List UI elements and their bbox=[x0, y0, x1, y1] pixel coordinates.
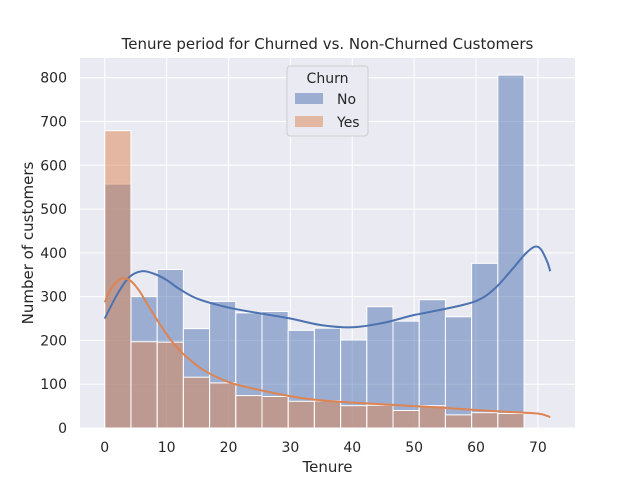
y-tick-label: 600 bbox=[40, 158, 67, 174]
x-axis-label: Tenure bbox=[302, 458, 353, 476]
bar-yes bbox=[340, 405, 368, 429]
y-tick-label: 700 bbox=[40, 114, 67, 130]
bar-yes bbox=[130, 341, 158, 429]
chart-title: Tenure period for Churned vs. Non-Churne… bbox=[121, 35, 534, 53]
y-tick-label: 500 bbox=[40, 202, 67, 218]
bar-yes bbox=[418, 405, 446, 429]
kde-line-no bbox=[103, 245, 552, 329]
bar-yes bbox=[313, 400, 342, 429]
bar-yes bbox=[182, 376, 211, 429]
bar-yes bbox=[209, 382, 237, 429]
x-tick-label: 10 bbox=[158, 440, 176, 456]
y-tick-label: 200 bbox=[40, 333, 67, 349]
y-tick-label: 100 bbox=[40, 377, 67, 393]
kde-line-yes bbox=[103, 277, 551, 419]
bar-yes bbox=[444, 414, 473, 429]
legend: Churn No Yes bbox=[286, 65, 369, 137]
kde-lines bbox=[103, 245, 552, 419]
legend-swatch-yes bbox=[295, 116, 323, 127]
y-tick-label: 300 bbox=[40, 290, 67, 306]
bar-no bbox=[497, 74, 525, 429]
bar-yes bbox=[287, 400, 315, 429]
bar-yes bbox=[392, 409, 420, 429]
x-tick-label: 20 bbox=[220, 440, 238, 456]
bar-yes bbox=[497, 413, 525, 429]
y-tick-label: 400 bbox=[40, 246, 67, 262]
x-tick-label: 0 bbox=[100, 440, 109, 456]
legend-label-yes: Yes bbox=[336, 115, 360, 131]
bar-yes bbox=[156, 341, 184, 429]
bar-yes bbox=[235, 395, 263, 429]
x-tick-labels: 0 10 20 30 40 50 60 70 bbox=[100, 440, 547, 456]
legend-label-no: No bbox=[337, 92, 356, 108]
x-tick-label: 50 bbox=[405, 440, 423, 456]
x-tick-label: 70 bbox=[529, 440, 547, 456]
legend-title: Churn bbox=[307, 71, 349, 87]
x-tick-label: 30 bbox=[281, 440, 299, 456]
y-axis-label: Number of customers bbox=[19, 161, 37, 324]
bar-yes bbox=[261, 395, 289, 429]
y-tick-label: 800 bbox=[40, 71, 67, 87]
bar-yes bbox=[471, 412, 499, 429]
bar-yes bbox=[366, 404, 394, 429]
legend-swatch-no bbox=[295, 93, 323, 104]
x-tick-label: 40 bbox=[343, 440, 361, 456]
x-tick-label: 60 bbox=[467, 440, 485, 456]
bar-no bbox=[444, 316, 473, 429]
y-tick-label: 0 bbox=[58, 421, 67, 437]
y-tick-labels: 0 100 200 300 400 500 600 700 800 bbox=[40, 71, 67, 437]
